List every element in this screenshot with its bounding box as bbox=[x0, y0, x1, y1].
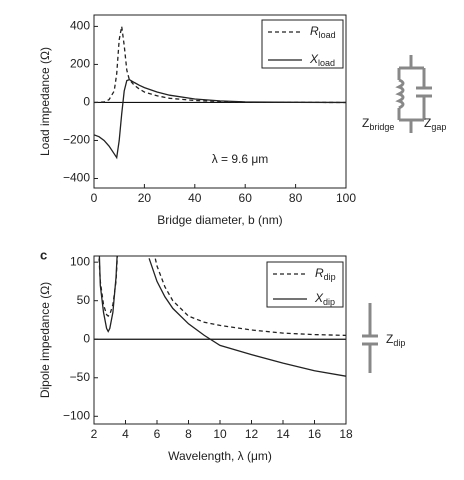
circuit-bridge-gap bbox=[395, 55, 432, 133]
x-tick-label: 4 bbox=[122, 427, 129, 441]
y-tick-label: 400 bbox=[70, 19, 90, 33]
circuit-dip bbox=[362, 303, 378, 373]
y-tick-label: −50 bbox=[70, 370, 91, 384]
legend-name: R bbox=[310, 24, 319, 38]
x-axis-label: Bridge diameter, b (nm) bbox=[157, 213, 282, 227]
label-sub: bridge bbox=[369, 122, 394, 132]
x-tick-label: 8 bbox=[185, 427, 192, 441]
panel-label: c bbox=[40, 247, 47, 262]
label-z-gap: Zgap bbox=[424, 116, 446, 132]
x-tick-label: 80 bbox=[289, 191, 303, 205]
y-axis-label: Load impedance (Ω) bbox=[38, 47, 52, 156]
y-tick-label: −200 bbox=[63, 133, 90, 147]
y-tick-label: 0 bbox=[83, 331, 90, 345]
plot-frame bbox=[93, 255, 347, 425]
x-tick-label: 60 bbox=[239, 191, 253, 205]
x-tick-label: 10 bbox=[213, 427, 227, 441]
y-tick-label: −100 bbox=[63, 408, 90, 422]
legend-subscript: dip bbox=[324, 272, 336, 282]
x-tick-label: 12 bbox=[245, 427, 259, 441]
y-axis-label: Dipole impedance (Ω) bbox=[38, 282, 52, 398]
label-main: Z bbox=[386, 332, 393, 346]
series-line bbox=[94, 78, 346, 160]
chart: 0 20 40 60 80 100 −400 −200 0 200 400 Bridge diamet… bbox=[38, 14, 356, 227]
label-sub: gap bbox=[431, 122, 446, 132]
x-tick-label: 16 bbox=[308, 427, 322, 441]
legend-subscript: load bbox=[319, 30, 336, 40]
legend-label: Xload bbox=[309, 52, 335, 68]
label-z-bridge: Zbridge bbox=[362, 116, 394, 132]
label-main: Z bbox=[362, 116, 369, 130]
y-tick-label: −400 bbox=[63, 171, 90, 185]
x-tick-label: 100 bbox=[336, 191, 356, 205]
x-tick-label: 14 bbox=[276, 427, 290, 441]
chart: 2 4 6 8 10 12 14 16 18 −100 −50 0 50 100 Wavelength, λ… bbox=[38, 254, 353, 463]
legend-name: X bbox=[309, 52, 319, 66]
annotation: λ = 9.6 μm bbox=[212, 152, 269, 166]
x-tick-label: 2 bbox=[91, 427, 98, 441]
legend-label: Rdip bbox=[315, 266, 336, 282]
x-tick-label: 0 bbox=[91, 191, 98, 205]
legend-label: Xdip bbox=[314, 291, 335, 307]
x-tick-label: 6 bbox=[154, 427, 161, 441]
y-tick-label: 0 bbox=[83, 95, 90, 109]
legend-subscript: dip bbox=[323, 297, 335, 307]
series-line bbox=[98, 256, 346, 377]
label-z-dip: Zdip bbox=[386, 332, 405, 348]
legend-subscript: load bbox=[318, 58, 335, 68]
x-tick-label: 20 bbox=[138, 191, 152, 205]
y-tick-label: 200 bbox=[70, 57, 90, 71]
legend-name: R bbox=[315, 266, 324, 280]
plot-frame bbox=[93, 14, 347, 189]
legend-label: Rload bbox=[310, 24, 336, 40]
label-main: Z bbox=[424, 116, 431, 130]
y-tick-label: 50 bbox=[77, 293, 91, 307]
y-tick-label: 100 bbox=[70, 254, 90, 268]
x-axis-label: Wavelength, λ (μm) bbox=[168, 449, 272, 463]
x-tick-label: 18 bbox=[339, 427, 353, 441]
series-line bbox=[94, 26, 346, 104]
x-tick-label: 40 bbox=[188, 191, 202, 205]
legend-name: X bbox=[314, 291, 324, 305]
label-sub: dip bbox=[393, 338, 405, 348]
